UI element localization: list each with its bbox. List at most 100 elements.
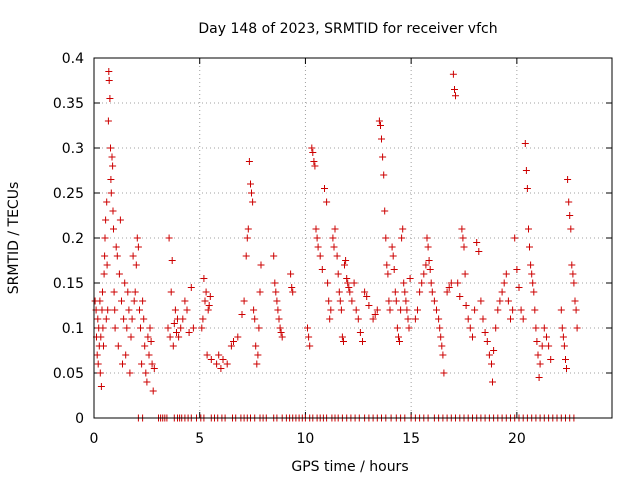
data-point [572,306,580,314]
data-point [336,297,344,305]
data-point [436,324,444,332]
data-point [342,257,350,264]
data-point [171,306,179,314]
y-tick-label: 0.35 [53,96,84,112]
data-point [459,234,467,242]
data-point [462,302,470,309]
data-point [498,288,506,296]
data-point [272,288,280,296]
data-point [425,257,433,264]
data-point [426,266,434,273]
data-point [528,270,536,278]
data-point [535,374,543,381]
data-point [338,333,346,341]
data-point [107,176,115,183]
data-point [318,266,326,273]
data-point [563,365,570,372]
data-point [181,297,189,305]
y-tick-label: 0.15 [53,276,84,292]
data-point [109,162,117,170]
data-point [389,252,397,260]
x-tick-labels: 0 5 10 15 20 [90,431,526,447]
data-point [404,315,412,323]
data-point [275,315,283,323]
data-point [492,324,500,332]
data-point [321,185,328,192]
data-point [526,243,533,251]
data-point [205,302,213,309]
data-point [257,261,265,269]
data-point [568,261,576,269]
data-point [356,329,364,336]
data-point [388,243,396,251]
data-point [327,306,335,314]
data-point [471,306,479,314]
x-tick-label: 20 [508,431,526,447]
data-point [105,68,113,75]
data-point [334,270,342,278]
data-point [105,77,113,84]
data-point [427,279,435,287]
data-point [140,315,148,323]
data-point [424,243,432,251]
data-point [449,70,457,78]
data-point [113,252,121,260]
data-point [94,315,102,323]
data-point [109,207,117,215]
data-point [119,360,126,368]
data-point [350,279,358,287]
data-point [201,297,209,305]
data-point [248,189,255,197]
data-point [571,297,579,305]
data-point [242,252,250,260]
x-axis-label: GPS time / hours [291,459,408,475]
data-point [103,198,111,206]
data-point [344,279,352,287]
data-point [252,342,260,350]
data-point [289,288,297,296]
data-point [475,248,483,255]
data-point [489,378,496,386]
data-point [306,342,314,350]
data-point [110,288,118,296]
data-point [179,315,187,323]
data-point [127,333,135,341]
data-point [143,378,151,386]
data-point [340,338,347,345]
data-point [464,315,472,323]
data-point [529,279,537,287]
data-point [253,360,261,368]
data-point [255,324,263,332]
data-point [139,297,147,305]
data-point [244,225,252,233]
data-point [352,306,360,314]
data-point [175,333,183,341]
data-point [96,369,104,377]
data-point [100,270,108,278]
data-point [393,324,401,332]
data-point [189,324,197,332]
data-point [116,216,124,224]
data-point [104,306,112,314]
data-point [170,320,178,327]
data-point [106,95,114,102]
data-point [361,288,369,296]
data-point [147,338,155,345]
data-point [573,324,581,332]
data-point [437,333,445,341]
data-point [249,198,257,206]
data-point [477,297,485,305]
data-point [395,333,402,341]
data-point [479,315,487,323]
y-tick-label: 0.25 [53,186,84,202]
data-point [333,252,341,260]
data-point [443,288,451,296]
data-point [523,185,531,192]
data-point [390,266,398,273]
data-point [270,252,278,260]
data-point [93,351,101,359]
y-tick-label: 0 [75,411,84,427]
data-point [397,306,405,314]
data-point [185,329,193,336]
data-point [460,243,468,251]
